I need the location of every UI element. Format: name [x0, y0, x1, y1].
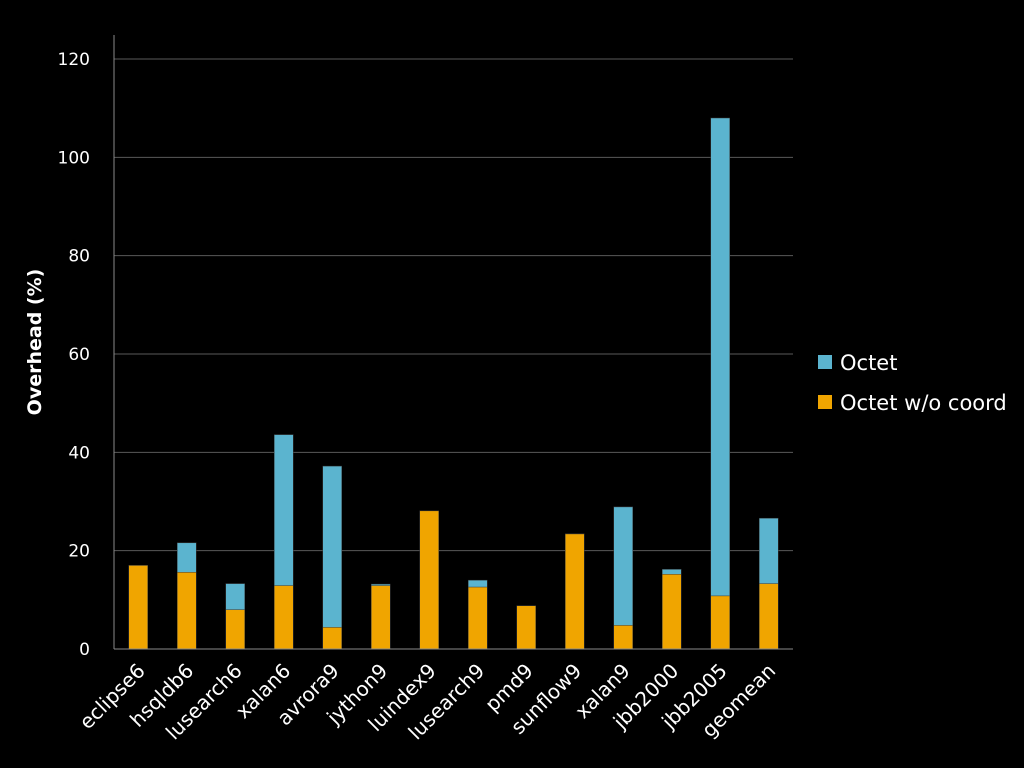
y-tick-label: 0: [79, 640, 90, 660]
y-axis-label: Overhead (%): [24, 269, 46, 416]
y-tick-label: 40: [68, 443, 90, 463]
legend-swatch: [818, 355, 832, 369]
bar-octet-wo-coord-jython9: [371, 585, 391, 650]
y-tick-labels: 0 20 40 60 80 100 120: [58, 50, 90, 660]
bar-octet-wo-coord-jbb2000: [662, 574, 682, 650]
bar-octet-wo-coord-hsqldb6: [177, 572, 197, 650]
axes: [113, 35, 793, 650]
legend-label: Octet w/o coord: [840, 391, 1007, 415]
bar-octet-jbb2005: [710, 117, 730, 650]
bar-octet-wo-coord-eclipse6: [128, 565, 148, 650]
bar-octet-wo-coord-lusearch6: [225, 609, 245, 650]
bar-octet-wo-coord-avrora9: [322, 627, 342, 650]
legend: Octet Octet w/o coord: [818, 351, 1007, 415]
bar-octet-wo-coord-pmd9: [516, 605, 536, 650]
bar-octet-wo-coord-lusearch9: [468, 586, 488, 650]
legend-swatch: [818, 395, 832, 409]
y-tick-label: 60: [68, 345, 90, 365]
grid-lines: [114, 58, 793, 552]
y-tick-label: 80: [68, 247, 90, 267]
bars: [128, 117, 779, 650]
bar-octet-wo-coord-luindex9: [419, 510, 439, 650]
y-tick-label: 20: [68, 542, 90, 562]
bar-octet-wo-coord-sunflow9: [565, 533, 585, 650]
x-tick-labels: eclipse6hsqldb6lusearch6xalan6avrora9jyt…: [74, 659, 780, 745]
bar-octet-avrora9: [322, 465, 342, 650]
bar-octet-wo-coord-xalan6: [274, 585, 294, 650]
y-tick-label: 100: [58, 148, 90, 168]
bar-octet-wo-coord-geomean: [759, 583, 779, 650]
legend-label: Octet: [840, 351, 897, 375]
bar-octet-wo-coord-jbb2005: [710, 595, 730, 650]
bar-octet-wo-coord-xalan9: [613, 625, 633, 650]
y-tick-label: 120: [58, 50, 90, 70]
